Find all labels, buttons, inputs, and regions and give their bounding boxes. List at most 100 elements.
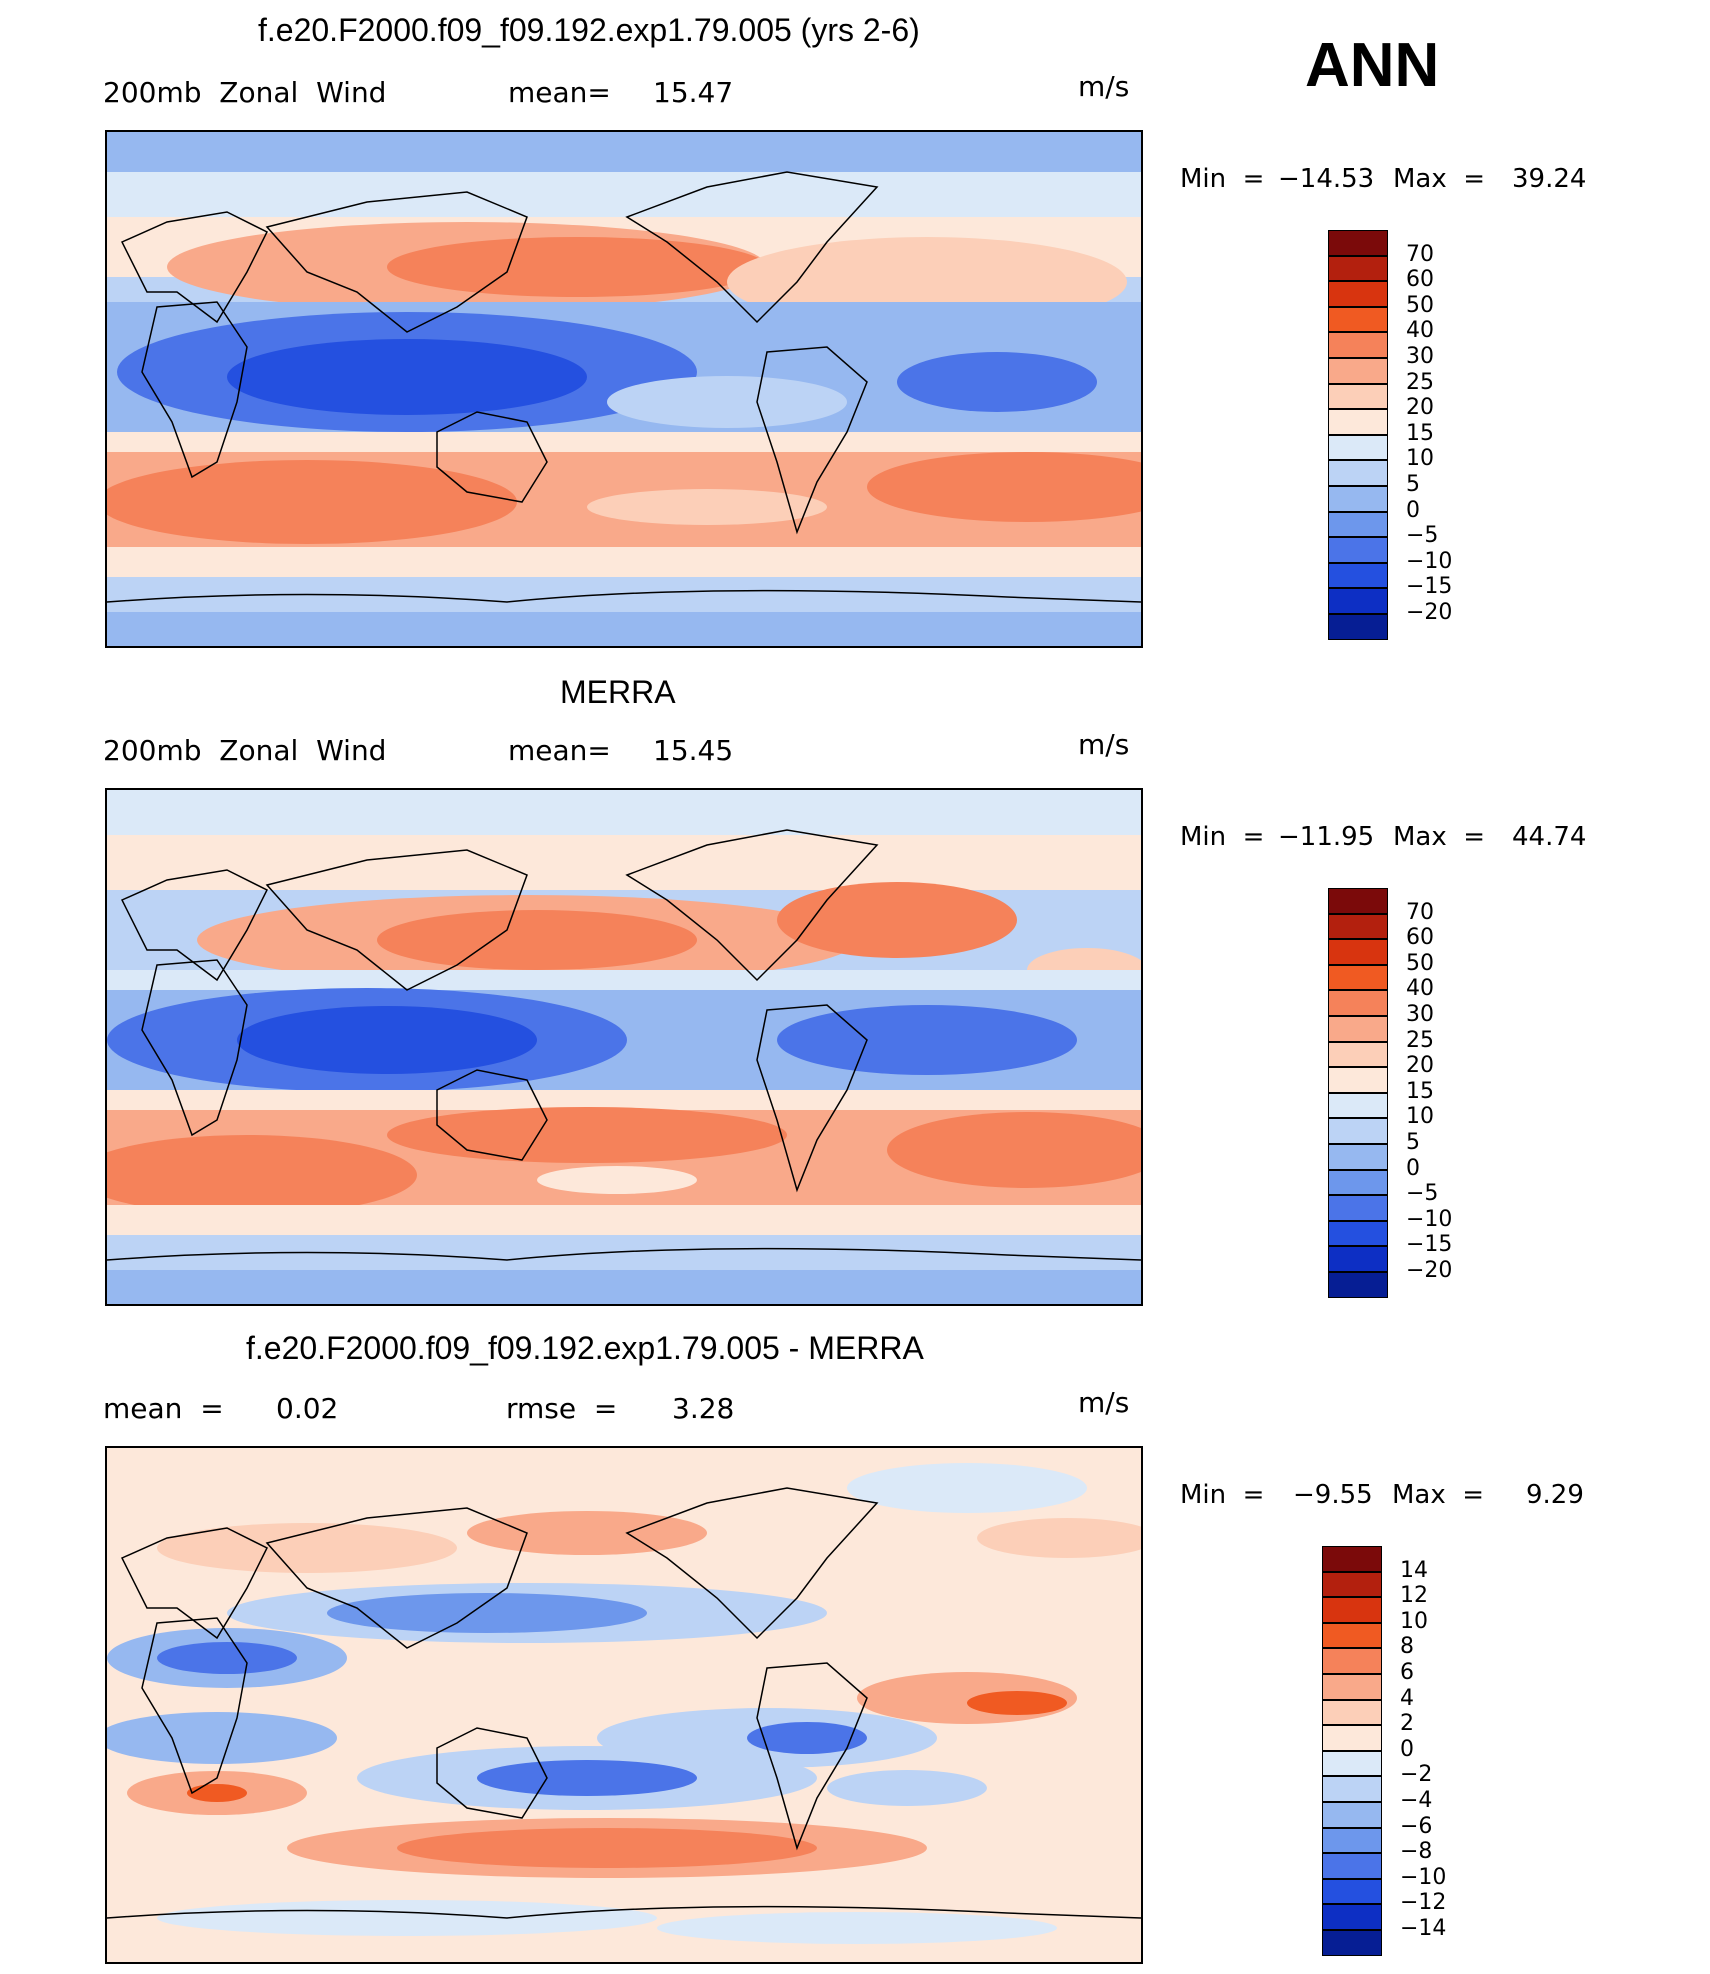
colorbar-level-label: 50	[1406, 950, 1434, 976]
colorbar-level-label: 0	[1406, 1155, 1420, 1181]
colorbar-level-label: −10	[1400, 1864, 1447, 1890]
colorbar-box	[1322, 1930, 1382, 1956]
panel-3-rmse-label: rmse =	[506, 1392, 618, 1425]
colorbar-level-label: 6	[1400, 1660, 1414, 1685]
panel-1-max-value: 39.24	[1512, 164, 1587, 194]
colorbar-box	[1328, 1118, 1388, 1144]
colorbar-level-label: 10	[1406, 1104, 1434, 1130]
colorbar-box	[1328, 614, 1388, 640]
colorbar-level-label: 10	[1400, 1608, 1428, 1634]
colorbar-level-label: 8	[1400, 1634, 1414, 1660]
colorbar-level-label: −15	[1406, 574, 1453, 600]
panel-3-map	[105, 1446, 1143, 1964]
colorbar-box	[1328, 1246, 1388, 1272]
panel-1-min-label: Min =	[1180, 164, 1265, 194]
colorbar-box	[1328, 358, 1388, 384]
colorbar-box	[1328, 383, 1388, 410]
panel-2-max-label: Max =	[1393, 822, 1486, 852]
colorbar-level-label: 10	[1406, 446, 1434, 472]
colorbar-box	[1328, 281, 1388, 307]
panel-1-mean-value: 15.47	[653, 76, 734, 109]
panel-1-min-value: −14.53	[1278, 164, 1375, 194]
colorbar-box	[1322, 1725, 1382, 1751]
panel-3-min-value: −9.55	[1293, 1480, 1373, 1510]
panel-1-title: f.e20.F2000.f09_f09.192.exp1.79.005 (yrs…	[258, 12, 920, 48]
season-label: ANN	[1305, 31, 1440, 100]
colorbar-level-label: −15	[1406, 1232, 1453, 1258]
colorbar-level-label: −14	[1400, 1916, 1447, 1941]
colorbar-level-label: 20	[1406, 395, 1434, 421]
colorbar-box	[1328, 255, 1388, 282]
colorbar-level-label: 14	[1400, 1557, 1428, 1583]
colorbar-level-label: −6	[1400, 1813, 1433, 1839]
colorbar-level-label: 25	[1406, 1027, 1434, 1053]
colorbar-level-label: 60	[1406, 925, 1434, 951]
colorbar-box	[1322, 1750, 1382, 1777]
colorbar-box	[1328, 306, 1388, 333]
colorbar-box	[1328, 1169, 1388, 1196]
panel-3-title: f.e20.F2000.f09_f09.192.exp1.79.005 - ME…	[246, 1330, 924, 1366]
panel-3-min-label: Min =	[1180, 1480, 1265, 1510]
panel-2-mean-label: mean=	[508, 734, 611, 767]
colorbar-box	[1322, 1622, 1382, 1649]
colorbar-box	[1322, 1648, 1382, 1674]
colorbar-box	[1328, 537, 1388, 563]
colorbar-box	[1328, 1144, 1388, 1170]
panel-1-mean-label: mean=	[508, 76, 611, 109]
colorbar-level-label: −20	[1406, 600, 1453, 625]
colorbar-box	[1322, 1546, 1382, 1572]
colorbar-box	[1328, 939, 1388, 965]
panel-1-field-label: 200mb Zonal Wind	[103, 76, 387, 109]
colorbar-box	[1322, 1674, 1382, 1700]
colorbar-box	[1322, 1571, 1382, 1598]
colorbar-box	[1322, 1699, 1382, 1726]
panel-2-title: MERRA	[560, 674, 676, 710]
colorbar-level-label: 25	[1406, 369, 1434, 395]
colorbar-level-label: 15	[1406, 420, 1434, 446]
colorbar-box	[1322, 1802, 1382, 1828]
colorbar-level-label: 12	[1400, 1583, 1428, 1609]
colorbar-level-label: −5	[1406, 523, 1439, 549]
colorbar-box	[1328, 460, 1388, 486]
colorbar-box	[1328, 1067, 1388, 1093]
colorbar-box	[1328, 1041, 1388, 1068]
colorbar-box	[1328, 964, 1388, 991]
colorbar-level-label: 5	[1406, 1130, 1420, 1155]
colorbar-box	[1328, 888, 1388, 914]
colorbar-box	[1328, 511, 1388, 538]
colorbar-level-label: −4	[1400, 1788, 1433, 1813]
colorbar-level-label: 4	[1400, 1685, 1414, 1711]
colorbar-level-label: −10	[1406, 548, 1453, 574]
panel-1-units: m/s	[1078, 70, 1130, 103]
colorbar-level-label: 0	[1406, 497, 1420, 523]
panel-3-mean-value: 0.02	[276, 1392, 339, 1425]
colorbar-box	[1328, 1220, 1388, 1247]
colorbar-level-label: 70	[1406, 899, 1434, 925]
colorbar-box	[1322, 1827, 1382, 1854]
colorbar-box	[1328, 913, 1388, 940]
colorbar-box	[1328, 230, 1388, 256]
colorbar-level-label: −10	[1406, 1206, 1453, 1232]
panel-3-mean-label: mean =	[103, 1392, 224, 1425]
colorbar-box	[1322, 1904, 1382, 1930]
colorbar-level-label: 0	[1400, 1736, 1414, 1762]
colorbar-level-label: −20	[1406, 1258, 1453, 1283]
colorbar-level-label: 30	[1406, 1002, 1434, 1027]
colorbar-level-label: 40	[1406, 976, 1434, 1002]
colorbar-level-label: −12	[1400, 1890, 1447, 1916]
colorbar-box	[1328, 562, 1388, 589]
colorbar-box	[1322, 1776, 1382, 1802]
colorbar-box	[1328, 409, 1388, 435]
colorbar-level-label: 15	[1406, 1078, 1434, 1104]
colorbar-level-label: 70	[1406, 241, 1434, 267]
colorbar-box	[1328, 332, 1388, 358]
colorbar-box	[1328, 1272, 1388, 1298]
panel-2-mean-value: 15.45	[653, 734, 734, 767]
colorbar-box	[1328, 1092, 1388, 1119]
colorbar-level-label: 30	[1406, 344, 1434, 369]
colorbar-box	[1328, 486, 1388, 512]
colorbar-level-label: 50	[1406, 292, 1434, 318]
panel-3-max-value: 9.29	[1526, 1480, 1584, 1510]
panel-2-field-label: 200mb Zonal Wind	[103, 734, 387, 767]
panel-2-min-label: Min =	[1180, 822, 1265, 852]
